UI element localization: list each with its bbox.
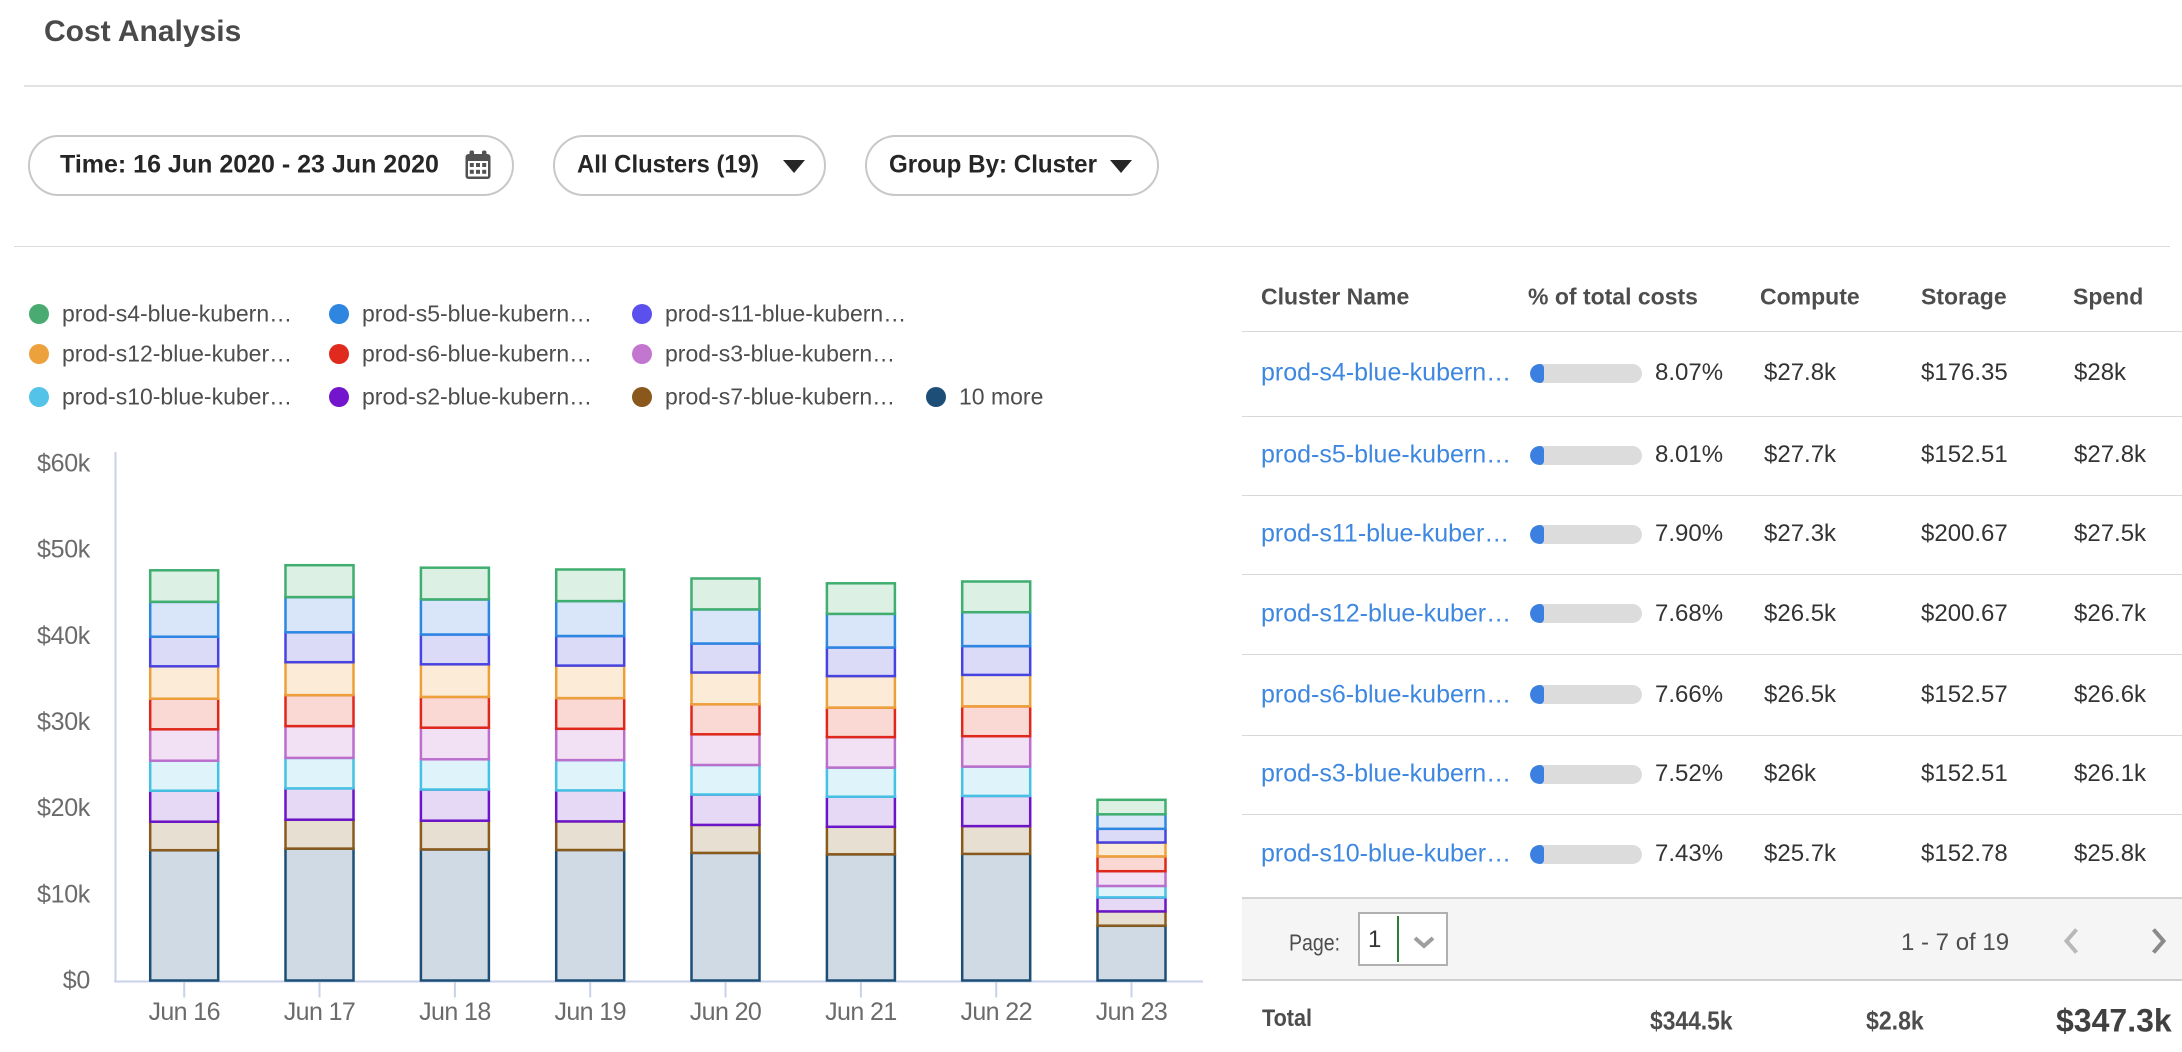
svg-text:Jun 23: Jun 23 bbox=[1096, 998, 1167, 1026]
svg-text:$20k: $20k bbox=[37, 794, 91, 822]
svg-text:$40k: $40k bbox=[37, 622, 91, 650]
svg-text:Jun 20: Jun 20 bbox=[690, 998, 761, 1026]
svg-text:$60k: $60k bbox=[37, 450, 91, 478]
svg-text:$50k: $50k bbox=[37, 536, 91, 564]
svg-text:Jun 19: Jun 19 bbox=[554, 998, 625, 1026]
svg-text:Jun 18: Jun 18 bbox=[419, 998, 490, 1026]
svg-text:Jun 16: Jun 16 bbox=[148, 998, 219, 1026]
svg-text:Jun 21: Jun 21 bbox=[825, 998, 896, 1026]
svg-text:Jun 22: Jun 22 bbox=[960, 998, 1031, 1026]
svg-text:Jun 17: Jun 17 bbox=[284, 998, 355, 1026]
svg-text:$10k: $10k bbox=[37, 880, 91, 908]
svg-text:$0: $0 bbox=[63, 967, 90, 995]
svg-text:$30k: $30k bbox=[37, 708, 91, 736]
